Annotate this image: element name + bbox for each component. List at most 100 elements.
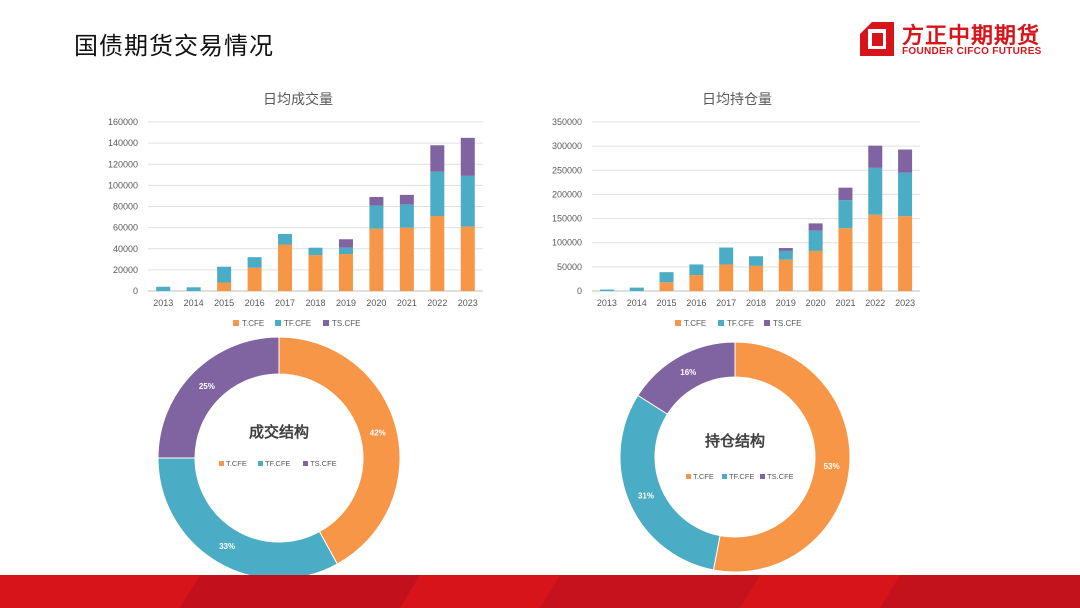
- legend-label: TF.CFE: [284, 319, 311, 328]
- bar-tf-cfe-2019: [338, 247, 353, 255]
- x-tick-label: 2021: [835, 298, 855, 308]
- chart-title: 日均成交量: [263, 91, 333, 107]
- bar-ts-cfe-2022: [430, 145, 445, 172]
- bar-t-cfe-2018: [308, 255, 323, 291]
- bar-t-cfe-2021: [399, 227, 414, 291]
- bar-tf-cfe-2014: [629, 287, 644, 291]
- bar-t-cfe-2022: [868, 214, 883, 291]
- bar-ts-cfe-2021: [399, 194, 414, 205]
- bar-chart-2: 日均持仓量 0 50000 100000 150000 200000 250000 30000…: [552, 91, 920, 328]
- x-tick-label: 2014: [184, 298, 204, 308]
- logo-chinese-name: 方正中期期货: [902, 24, 1041, 49]
- footer-band: [0, 575, 1080, 608]
- bar-tf-cfe-2020: [369, 205, 384, 229]
- x-tick-label: 2023: [458, 298, 478, 308]
- slice-data-label: 25%: [199, 382, 215, 391]
- x-tick-label: 2019: [776, 298, 796, 308]
- charts-canvas: 日均成交量 0 20000 40000 60000 80000 100000 120000 14…: [108, 91, 920, 575]
- bar-ts-cfe-2019: [338, 239, 353, 248]
- bar-tf-cfe-2016: [247, 257, 262, 268]
- bar-tf-cfe-2015: [659, 272, 674, 283]
- y-tick-label: 100000: [108, 180, 138, 190]
- bar-t-cfe-2020: [369, 228, 384, 291]
- y-tick-label: 150000: [552, 214, 582, 224]
- y-tick-label: 120000: [108, 159, 138, 169]
- y-tick-label: 140000: [108, 138, 138, 148]
- slice-ts-cfe: [157, 336, 280, 459]
- legend-label: T.CFE: [226, 459, 247, 468]
- x-tick-label: 2020: [366, 298, 386, 308]
- x-tick-label: 2015: [657, 298, 677, 308]
- slice-data-label: 42%: [370, 429, 386, 438]
- x-tick-label: 2013: [597, 298, 617, 308]
- bar-tf-cfe-2014: [186, 287, 201, 291]
- bar-t-cfe-2017: [278, 244, 293, 291]
- bar-t-cfe-2019: [338, 254, 353, 291]
- bar-tf-cfe-2016: [689, 264, 704, 276]
- y-tick-label: 50000: [557, 262, 582, 272]
- slice-data-label: 33%: [219, 542, 235, 551]
- y-tick-label: 200000: [552, 189, 582, 199]
- legend-label: TS.CFE: [310, 459, 337, 468]
- bar-ts-cfe-2020: [369, 196, 384, 206]
- bar-tf-cfe-2015: [217, 266, 232, 283]
- legend-swatch: [323, 320, 329, 326]
- bar-tf-cfe-2017: [719, 247, 734, 265]
- bar-ts-cfe-2022: [868, 145, 883, 168]
- slice-t-cfe: [278, 336, 401, 565]
- legend-swatch: [275, 320, 281, 326]
- legend-swatch: [675, 320, 681, 326]
- slice-ts-cfe: [637, 341, 736, 415]
- slice-tf-cfe: [157, 457, 338, 575]
- page-title: 国债期货交易情况: [74, 32, 274, 60]
- bar-tf-cfe-2023: [898, 172, 913, 217]
- logo-english-name: FOUNDER CIFCO FUTURES: [902, 46, 1042, 57]
- x-tick-label: 2015: [214, 298, 234, 308]
- legend-swatch: [718, 320, 724, 326]
- chart-title: 成交结构: [249, 423, 309, 441]
- bar-t-cfe-2016: [689, 275, 704, 291]
- logo-mark-icon: [860, 22, 894, 56]
- bar-tf-cfe-2018: [749, 256, 763, 266]
- slice-data-label: 31%: [638, 492, 654, 501]
- bar-t-cfe-2019: [778, 259, 793, 291]
- bar-tf-cfe-2022: [868, 167, 883, 215]
- bar-ts-cfe-2023: [898, 149, 913, 173]
- bar-t-cfe-2017: [719, 264, 734, 291]
- bar-tf-cfe-2013: [156, 286, 171, 291]
- x-tick-label: 2021: [397, 298, 417, 308]
- x-tick-label: 2020: [806, 298, 826, 308]
- x-tick-label: 2017: [275, 298, 295, 308]
- x-tick-label: 2016: [686, 298, 706, 308]
- bar-tf-cfe-2023: [460, 175, 475, 227]
- y-tick-label: 350000: [552, 117, 582, 127]
- x-tick-label: 2018: [746, 298, 766, 308]
- bar-t-cfe-2023: [460, 226, 475, 291]
- legend-swatch: [686, 474, 691, 479]
- chart-title: 持仓结构: [705, 432, 765, 450]
- legend-swatch: [303, 461, 308, 466]
- x-tick-label: 2019: [336, 298, 356, 308]
- y-tick-label: 20000: [113, 265, 138, 275]
- slice-t-cfe: [712, 341, 851, 573]
- chart-title: 日均持仓量: [702, 91, 772, 107]
- y-tick-label: 0: [577, 286, 582, 296]
- legend-label: TS.CFE: [332, 319, 360, 328]
- bar-t-cfe-2021: [838, 228, 853, 291]
- donut-chart-1: 42% 33% 25% 成交结构 T.CFE TF.CFE TS.CFE: [157, 336, 401, 575]
- y-tick-label: 300000: [552, 141, 582, 151]
- slice-tf-cfe: [619, 394, 721, 571]
- y-tick-label: 40000: [113, 244, 138, 254]
- x-tick-label: 2018: [305, 298, 325, 308]
- x-tick-label: 2022: [865, 298, 885, 308]
- bar-tf-cfe-2020: [808, 230, 823, 251]
- bar-t-cfe-2023: [898, 216, 913, 291]
- bar-tf-cfe-2017: [278, 233, 293, 245]
- x-tick-label: 2022: [427, 298, 447, 308]
- legend-label: TF.CFE: [727, 319, 754, 328]
- bar-tf-cfe-2021: [838, 200, 853, 229]
- bar-ts-cfe-2023: [460, 137, 475, 176]
- bar-tf-cfe-2019: [778, 250, 793, 260]
- x-tick-label: 2014: [627, 298, 647, 308]
- legend-swatch: [760, 474, 765, 479]
